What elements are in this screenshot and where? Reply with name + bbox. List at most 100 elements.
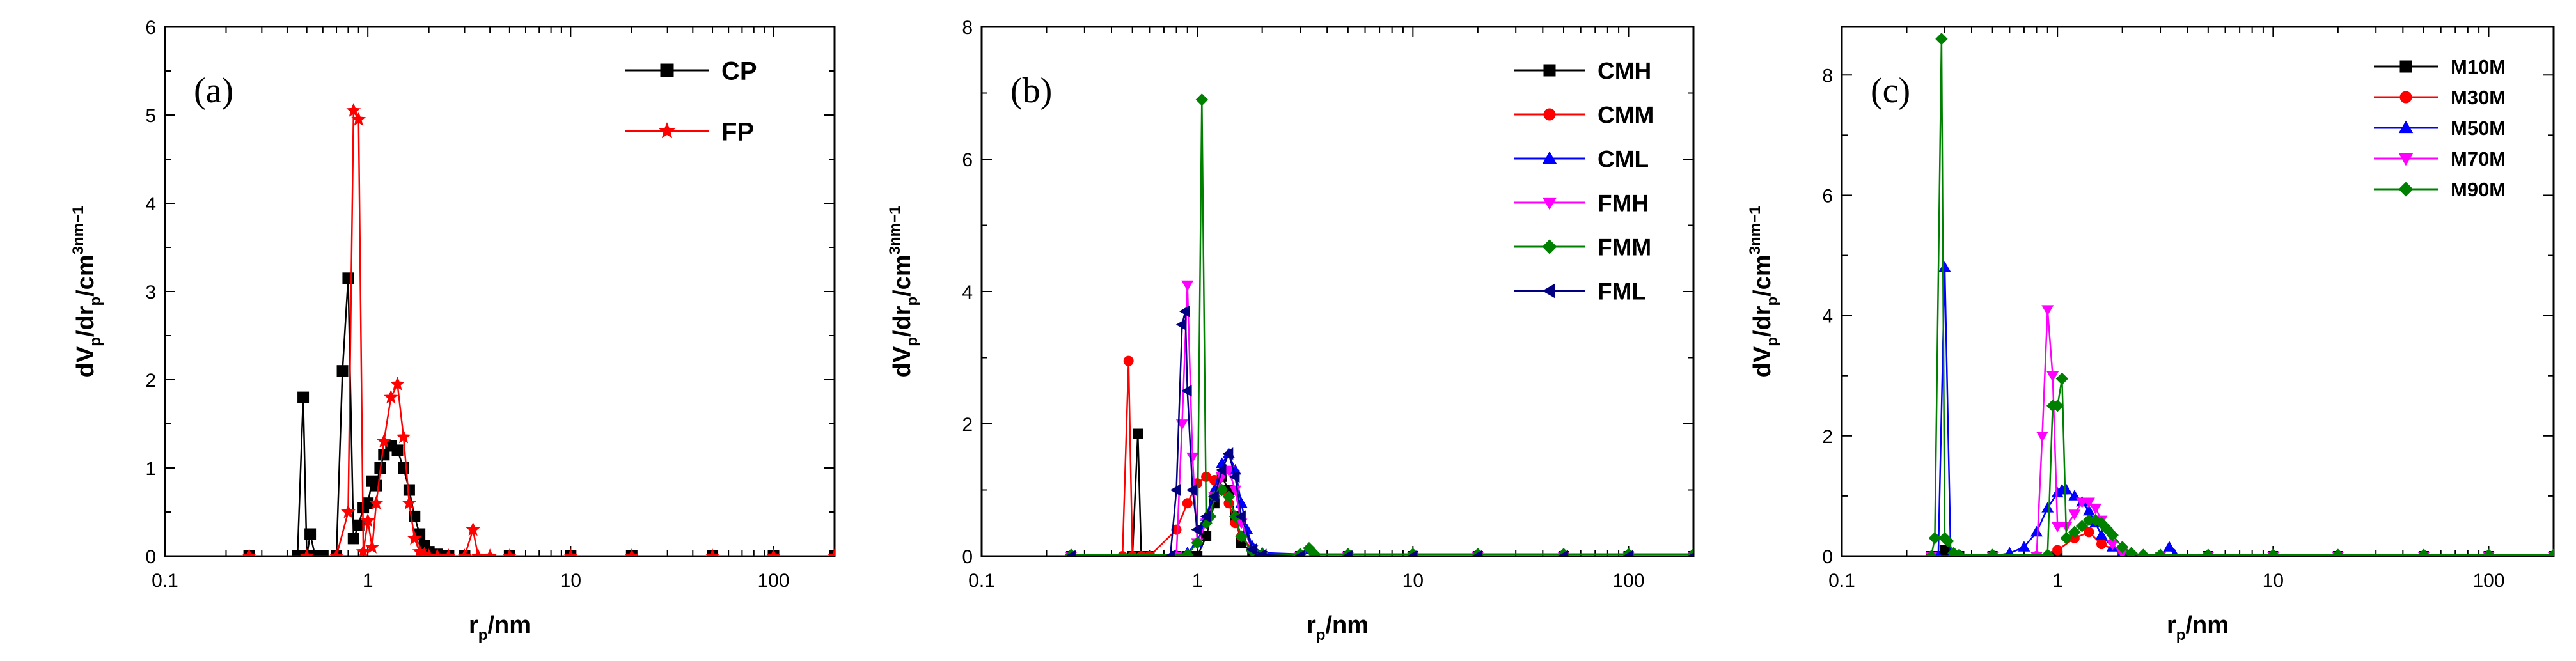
data-point [1687,552,1693,556]
data-point [2041,548,2054,556]
series-M70M [1925,305,2554,556]
data-point [2051,400,2064,412]
data-point [1175,318,1187,331]
legend-item: M30M [2374,86,2506,109]
data-point [705,548,720,556]
x-axis-title: rp/nm [1307,612,1369,644]
data-point [2018,541,2030,552]
data-point [1192,551,1203,556]
data-point [347,533,359,545]
data-point [2055,372,2069,385]
series-line [1931,267,2554,556]
y-tick-label: 6 [145,17,156,38]
legend-item: CP [625,57,757,85]
panel-label: (c) [1871,71,1910,111]
data-point [1246,543,1257,556]
data-point [1938,261,1951,272]
legend-item: M90M [2374,178,2506,201]
y-tick-label: 4 [145,194,156,215]
y-tick-label: 5 [145,105,156,127]
series-line [1071,284,1693,556]
series-FML [1065,305,1693,556]
legend: CP FP [625,57,757,146]
series-line [1071,361,1693,556]
panel-label: (a) [194,71,233,111]
data-point [317,550,329,556]
legend-label: FML [1598,278,1646,304]
x-tick-label: 10 [1402,570,1424,591]
legend-label: CML [1598,146,1649,172]
y-tick-label: 1 [145,458,156,479]
data-point [624,548,640,556]
series-line [249,107,835,556]
plot-area [242,103,835,556]
data-point [362,497,374,509]
data-point [368,495,384,509]
series-CMH [1065,428,1693,556]
data-point [2051,522,2064,533]
legend-item: FMM [1514,234,1651,260]
x-axis-title: rp/nm [469,612,531,644]
data-point [398,462,410,474]
data-point [1201,531,1212,541]
data-point [2095,529,2108,540]
data-point [1181,280,1194,292]
data-point [1952,548,1966,556]
series-CML [1067,447,1693,556]
data-point [376,433,391,448]
data-point [1200,510,1211,523]
legend-item: M10M [2374,56,2506,78]
legend-item: M50M [2374,117,2506,139]
data-point [2082,497,2095,508]
series-line [1071,311,1693,556]
data-point [1182,498,1193,509]
legend-item: FML [1514,278,1646,304]
data-point [2036,431,2048,442]
data-point [402,495,417,509]
data-point [2041,502,2054,513]
data-point [466,522,481,536]
data-point [441,548,456,556]
y-tick-label: 0 [145,547,156,568]
legend-item: CMH [1514,58,1651,84]
data-point [2068,509,2081,520]
data-point [502,548,517,556]
data-point [1208,490,1219,503]
x-axis: 0.1 1 10 100 [1828,27,2554,591]
data-point [2004,547,2015,556]
data-point [2266,548,2280,556]
series-line [1071,451,1693,556]
data-point [1941,534,1954,548]
x-tick-label: 0.1 [1828,570,1855,591]
plot-area [1065,93,1693,556]
y-tick-label: 4 [962,282,973,303]
y-axis-title: dVp/drp/cm3nm−1​ [886,206,921,378]
legend-marker [658,122,676,139]
data-point [370,479,382,492]
data-point [2202,548,2215,556]
data-point [365,540,380,554]
y-axis: 0 1 2 3 4 5 6 [145,17,835,568]
data-point [1229,470,1240,483]
data-point [360,513,375,527]
data-point [1472,550,1482,556]
data-point [2106,529,2119,541]
series-line [1931,309,2554,556]
data-point [351,111,366,126]
legend: CMH CMM CML FMH FMM FML [1514,58,1654,304]
series-FMH [1065,280,1693,556]
data-point [1928,532,1942,545]
data-point [2068,525,2081,539]
data-point [2137,548,2150,556]
data-point [457,548,472,556]
data-point [1179,305,1190,318]
data-point [1215,463,1227,476]
y-axis: 0 2 4 6 8 [1822,65,2554,568]
data-point [1195,93,1209,106]
data-point [2046,371,2059,382]
data-point [1181,548,1194,556]
data-point [383,389,398,404]
legend-label: FMM [1598,234,1651,260]
x-tick-label: 1 [1192,570,1203,591]
